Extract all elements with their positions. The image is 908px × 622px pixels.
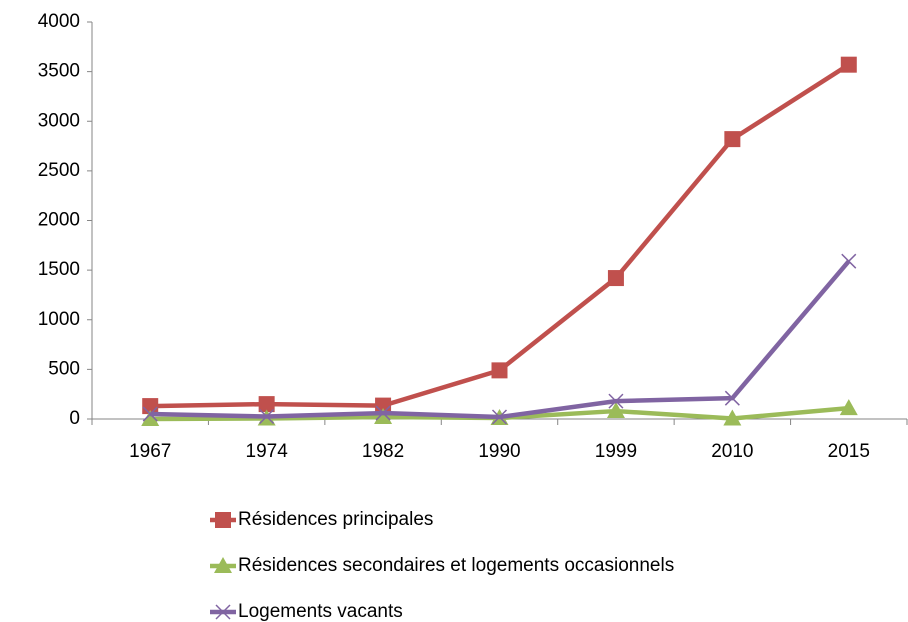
- data-point: [142, 406, 158, 422]
- y-tick-label: 4000: [38, 11, 80, 32]
- data-point: [141, 410, 160, 426]
- y-tick-label: 500: [48, 358, 80, 379]
- data-point: [606, 402, 625, 419]
- series-line: [150, 259, 851, 420]
- data-point: [841, 253, 857, 269]
- data-point: [724, 390, 740, 406]
- legend-marker: [214, 557, 232, 573]
- x-tick-label: 1999: [595, 441, 637, 462]
- x-tick-label: 1982: [362, 441, 404, 462]
- legend-label: Résidences secondaires et logements occa…: [238, 555, 674, 576]
- y-tick-label: 3500: [38, 61, 80, 82]
- legend-label: Logements vacants: [238, 601, 403, 622]
- data-point: [375, 405, 391, 421]
- legend-marker: [215, 604, 231, 620]
- x-tick-label: 1990: [478, 441, 520, 462]
- data-point: [840, 56, 857, 73]
- data-point: [258, 396, 275, 413]
- x-tick-label: 1967: [129, 441, 171, 462]
- x-tick-label: 2015: [828, 441, 870, 462]
- series-line: [150, 62, 850, 409]
- data-point: [723, 409, 742, 426]
- data-point: [491, 362, 508, 379]
- legend-label: Résidences principales: [238, 509, 433, 530]
- y-tick-label: 0: [69, 408, 80, 429]
- legend-marker: [215, 512, 231, 528]
- data-point: [259, 408, 275, 425]
- data-point: [839, 399, 858, 416]
- data-point: [608, 393, 624, 409]
- y-tick-label: 1000: [38, 309, 80, 330]
- data-point: [374, 408, 393, 425]
- y-tick-label: 2500: [38, 160, 80, 181]
- x-tick-label: 2010: [711, 441, 753, 462]
- data-point: [607, 270, 624, 287]
- y-tick-label: 2000: [38, 210, 80, 231]
- x-tick-label: 1974: [246, 441, 289, 462]
- y-tick-label: 3000: [38, 110, 80, 131]
- data-point: [491, 409, 508, 425]
- y-tick-label: 1500: [38, 259, 80, 280]
- data-point: [724, 131, 741, 148]
